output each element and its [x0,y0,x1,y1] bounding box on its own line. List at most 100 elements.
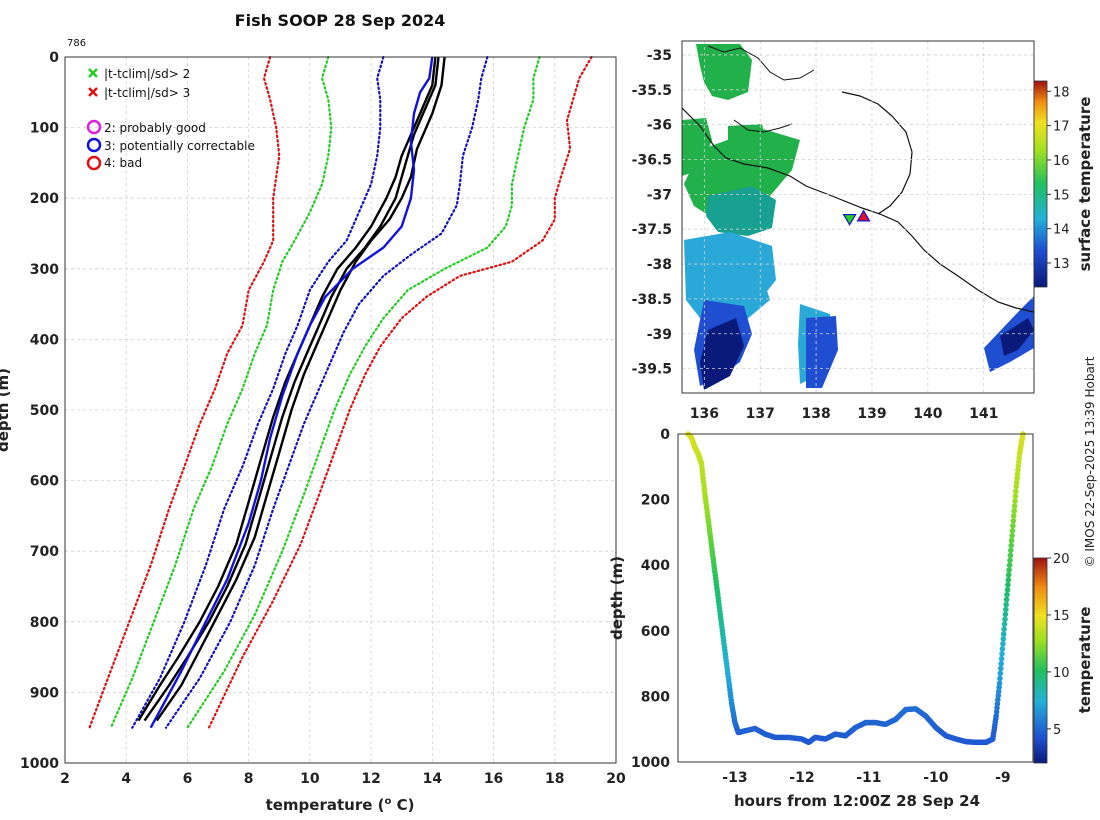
track-point [1001,621,1008,627]
map-y-tick: -35 [647,48,672,64]
profile-line [143,56,440,722]
map-y-tick: -37.5 [632,222,672,238]
map-marker-end [856,209,871,222]
track-point [1010,518,1017,524]
track-point [1008,547,1014,554]
profile-line [131,55,385,729]
track-x-tick: -9 [995,770,1011,786]
track-points [685,431,1026,746]
map-island-coast [733,119,793,133]
map-y-tick: -39 [647,327,672,343]
map-colorbar-tick: 15 [1053,188,1070,203]
profile-y-tick: 900 [30,685,59,701]
legend-circle-4-label: 4: bad [104,156,142,170]
track-point [994,701,1001,707]
track-point [1009,532,1015,539]
profile-y-tick: 400 [30,332,59,348]
track-y-ticks: 0 200 400 600 800 1000 [631,427,670,771]
track-point [1003,601,1009,608]
track-point [999,651,1005,657]
track-point [1012,498,1018,505]
track-point [1001,626,1007,632]
track-point [1010,523,1016,529]
profile-x-tick: 14 [423,771,443,787]
legend-circle-4: 4: bad [86,155,142,171]
profile-series [88,55,593,729]
track-point [1006,567,1012,573]
profile-line [109,55,333,729]
track-point [998,665,1004,672]
track-point [1002,616,1008,623]
track-point [1016,455,1022,461]
profile-line [88,55,281,729]
profile-y-tick: 800 [30,615,59,631]
track-point [1010,513,1017,519]
track-colorbar-tick: 20 [1053,552,1070,567]
profile-x-tick: 16 [484,771,503,787]
track-plot-frame [677,433,1034,763]
profile-y-tick: 500 [30,403,59,419]
track-point [1014,471,1021,478]
profile-line [164,55,489,729]
track-x-tick: -12 [789,770,814,786]
profile-x-ticks: 2 4 6 8 10 12 14 16 18 20 [60,771,626,787]
map-colorbar-label: surface temperature [1076,97,1094,272]
legend-circle-2: 2: probably good [86,119,206,135]
map-y-tick: -38 [647,257,672,273]
track-point [1005,572,1012,578]
profile-x-tick: 6 [183,771,193,787]
track-y-tick: 800 [641,689,670,705]
profile-y-tick: 100 [30,121,59,137]
legend-cross-2: |t-tclim|/sd> 2 [88,67,190,81]
map-grid [682,41,1034,393]
track-point [995,692,1002,699]
track-chart: -13 -12 -11 -10 -9 0 200 400 600 800 1000 hours f… [608,427,1094,810]
profile-grid [64,56,617,764]
profile-x-label-sup: o [384,796,391,807]
track-point [1011,508,1017,514]
profile-x-tick: 2 [60,771,70,787]
track-x-tick: -10 [923,770,949,786]
map-y-tick: -38.5 [632,292,672,308]
profile-plot-frame [64,56,617,764]
track-x-tick: -11 [856,770,881,786]
track-point [995,688,1002,695]
track-point [996,684,1002,691]
profile-x-tick: 10 [300,771,320,787]
track-point [997,670,1004,677]
map-x-tick: 137 [746,406,775,422]
track-colorbar-label: temperature [1076,607,1094,714]
track-colorbar [1033,557,1048,764]
track-x-label: hours from 12:00Z 28 Sep 24 [734,792,980,810]
profile-x-label-end: C) [391,796,414,814]
profile-y-tick: 700 [30,544,59,560]
credit-text: © IMOS 22-Sep-2025 13:39 Hobart [1083,356,1097,567]
map-y-tick: -36.5 [632,152,672,168]
profile-x-tick: 8 [244,771,254,787]
track-point [1009,528,1016,534]
legend-cross-2-label: |t-tclim|/sd> 2 [104,67,190,81]
track-point [1008,542,1014,549]
track-point [998,660,1004,667]
track-y-label: depth (m) [608,556,626,640]
track-point [1007,557,1013,564]
track-point [1013,483,1020,490]
track-point [998,655,1005,662]
profile-y-label: depth (m) [0,368,12,452]
profile-line [207,55,593,729]
profile-legend: |t-tclim|/sd> 2 |t-tclim|/sd> 3 2: proba… [86,67,255,171]
track-point [1012,493,1019,500]
track-y-tick: 1000 [631,755,670,771]
map-y-ticks: -35 -35.5 -36 -36.5 -37 -37.5 -38 -38.5 -39 -39.5 [632,48,672,378]
map-y-tick: -36 [647,118,672,134]
profile-y-tick: 600 [30,474,59,490]
profile-x-tick: 18 [545,771,564,787]
profile-id-label: 786 [67,38,86,49]
track-point [1013,488,1019,495]
page-title: Fish SOOP 28 Sep 2024 [235,11,446,30]
map-x-tick: 141 [969,406,998,422]
map-colorbar-tick: 17 [1053,120,1070,135]
track-y-tick: 400 [641,558,670,574]
track-x-ticks: -13 -12 -11 -10 -9 [722,770,1010,786]
